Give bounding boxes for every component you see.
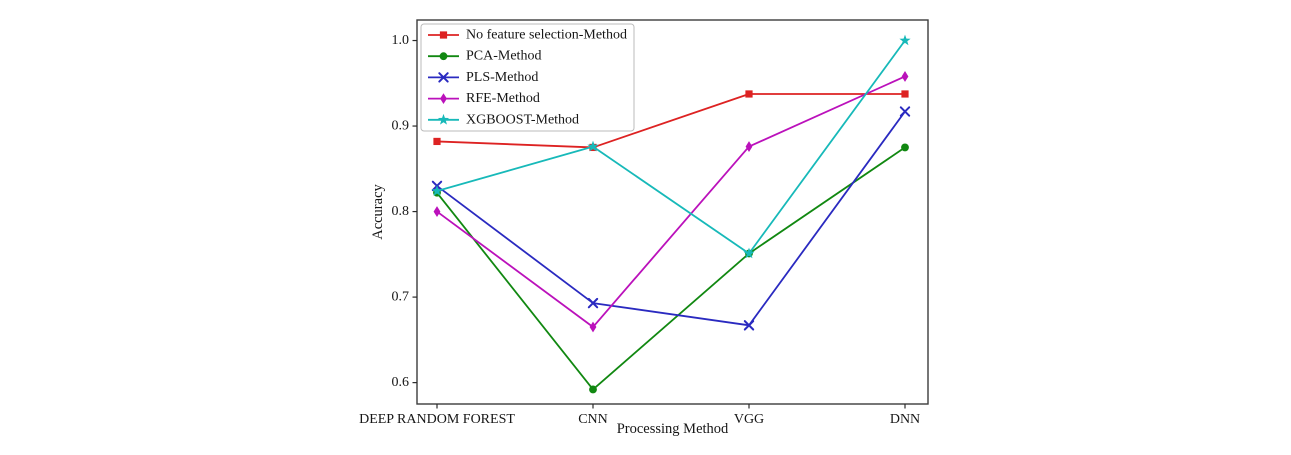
marker-no-feature-selection-method <box>745 90 753 98</box>
x-axis-title: Processing Method <box>616 421 729 437</box>
x-tick-label-vgg: VGG <box>734 412 764 427</box>
legend-label-pca-method: PCA-Method <box>466 49 541 64</box>
series-line-pca-method <box>436 146 906 391</box>
y-tick-label: 0.9 <box>392 119 410 134</box>
legend-box <box>420 23 635 132</box>
legend-label-rfe-method: RFE-Method <box>466 91 540 106</box>
marker-pls-method <box>743 320 755 331</box>
legend: No feature selection-Method PCA-Method PLS… <box>420 23 635 132</box>
legend-label-no-feature-selection-method: No feature selection-Method <box>466 28 627 43</box>
y-tick-label: 0.7 <box>392 290 410 305</box>
marker-no-feature-selection-method <box>901 90 909 98</box>
marker-xgboost-method <box>743 247 755 259</box>
x-tick-label-deep-random-forest: DEEP RANDOM FOREST <box>359 412 515 427</box>
marker-pls-method <box>899 106 911 117</box>
y-tick-label: 0.6 <box>392 375 410 390</box>
series-line-no-feature-selection-method <box>436 93 905 149</box>
x-tick-label-cnn: CNN <box>578 412 608 427</box>
marker-no-feature-selection-method <box>433 137 441 146</box>
marker-rfe-method <box>745 141 753 152</box>
marker-xgboost-method <box>587 140 599 152</box>
y-tick-label: 1.0 <box>392 33 410 48</box>
legend-marker-star <box>437 113 450 125</box>
marker-rfe-method <box>901 71 909 82</box>
series-line-rfe-method <box>436 75 906 328</box>
marker-pca-method <box>901 143 909 152</box>
series-line-xgboost-method <box>436 39 906 255</box>
marker-rfe-method <box>433 206 441 217</box>
marker-xgboost-method <box>431 185 443 196</box>
legend-marker-circle <box>439 52 448 61</box>
marker-pls-method <box>587 297 599 309</box>
marker-xgboost-method <box>899 34 911 46</box>
legend-marker-x <box>438 72 449 83</box>
legend-marker-square <box>439 31 448 39</box>
series-line-pls-method <box>436 110 906 327</box>
marker-rfe-method <box>589 321 597 333</box>
marker-pca-method <box>589 385 597 394</box>
y-tick-label: 0.8 <box>392 204 410 219</box>
legend-label-xgboost-method: XGBOOST-Method <box>466 112 579 127</box>
x-tick-label-dnn: DNN <box>890 412 920 427</box>
y-axis-title: Accuracy <box>370 184 386 240</box>
legend-label-pls-method: PLS-Method <box>466 70 538 85</box>
